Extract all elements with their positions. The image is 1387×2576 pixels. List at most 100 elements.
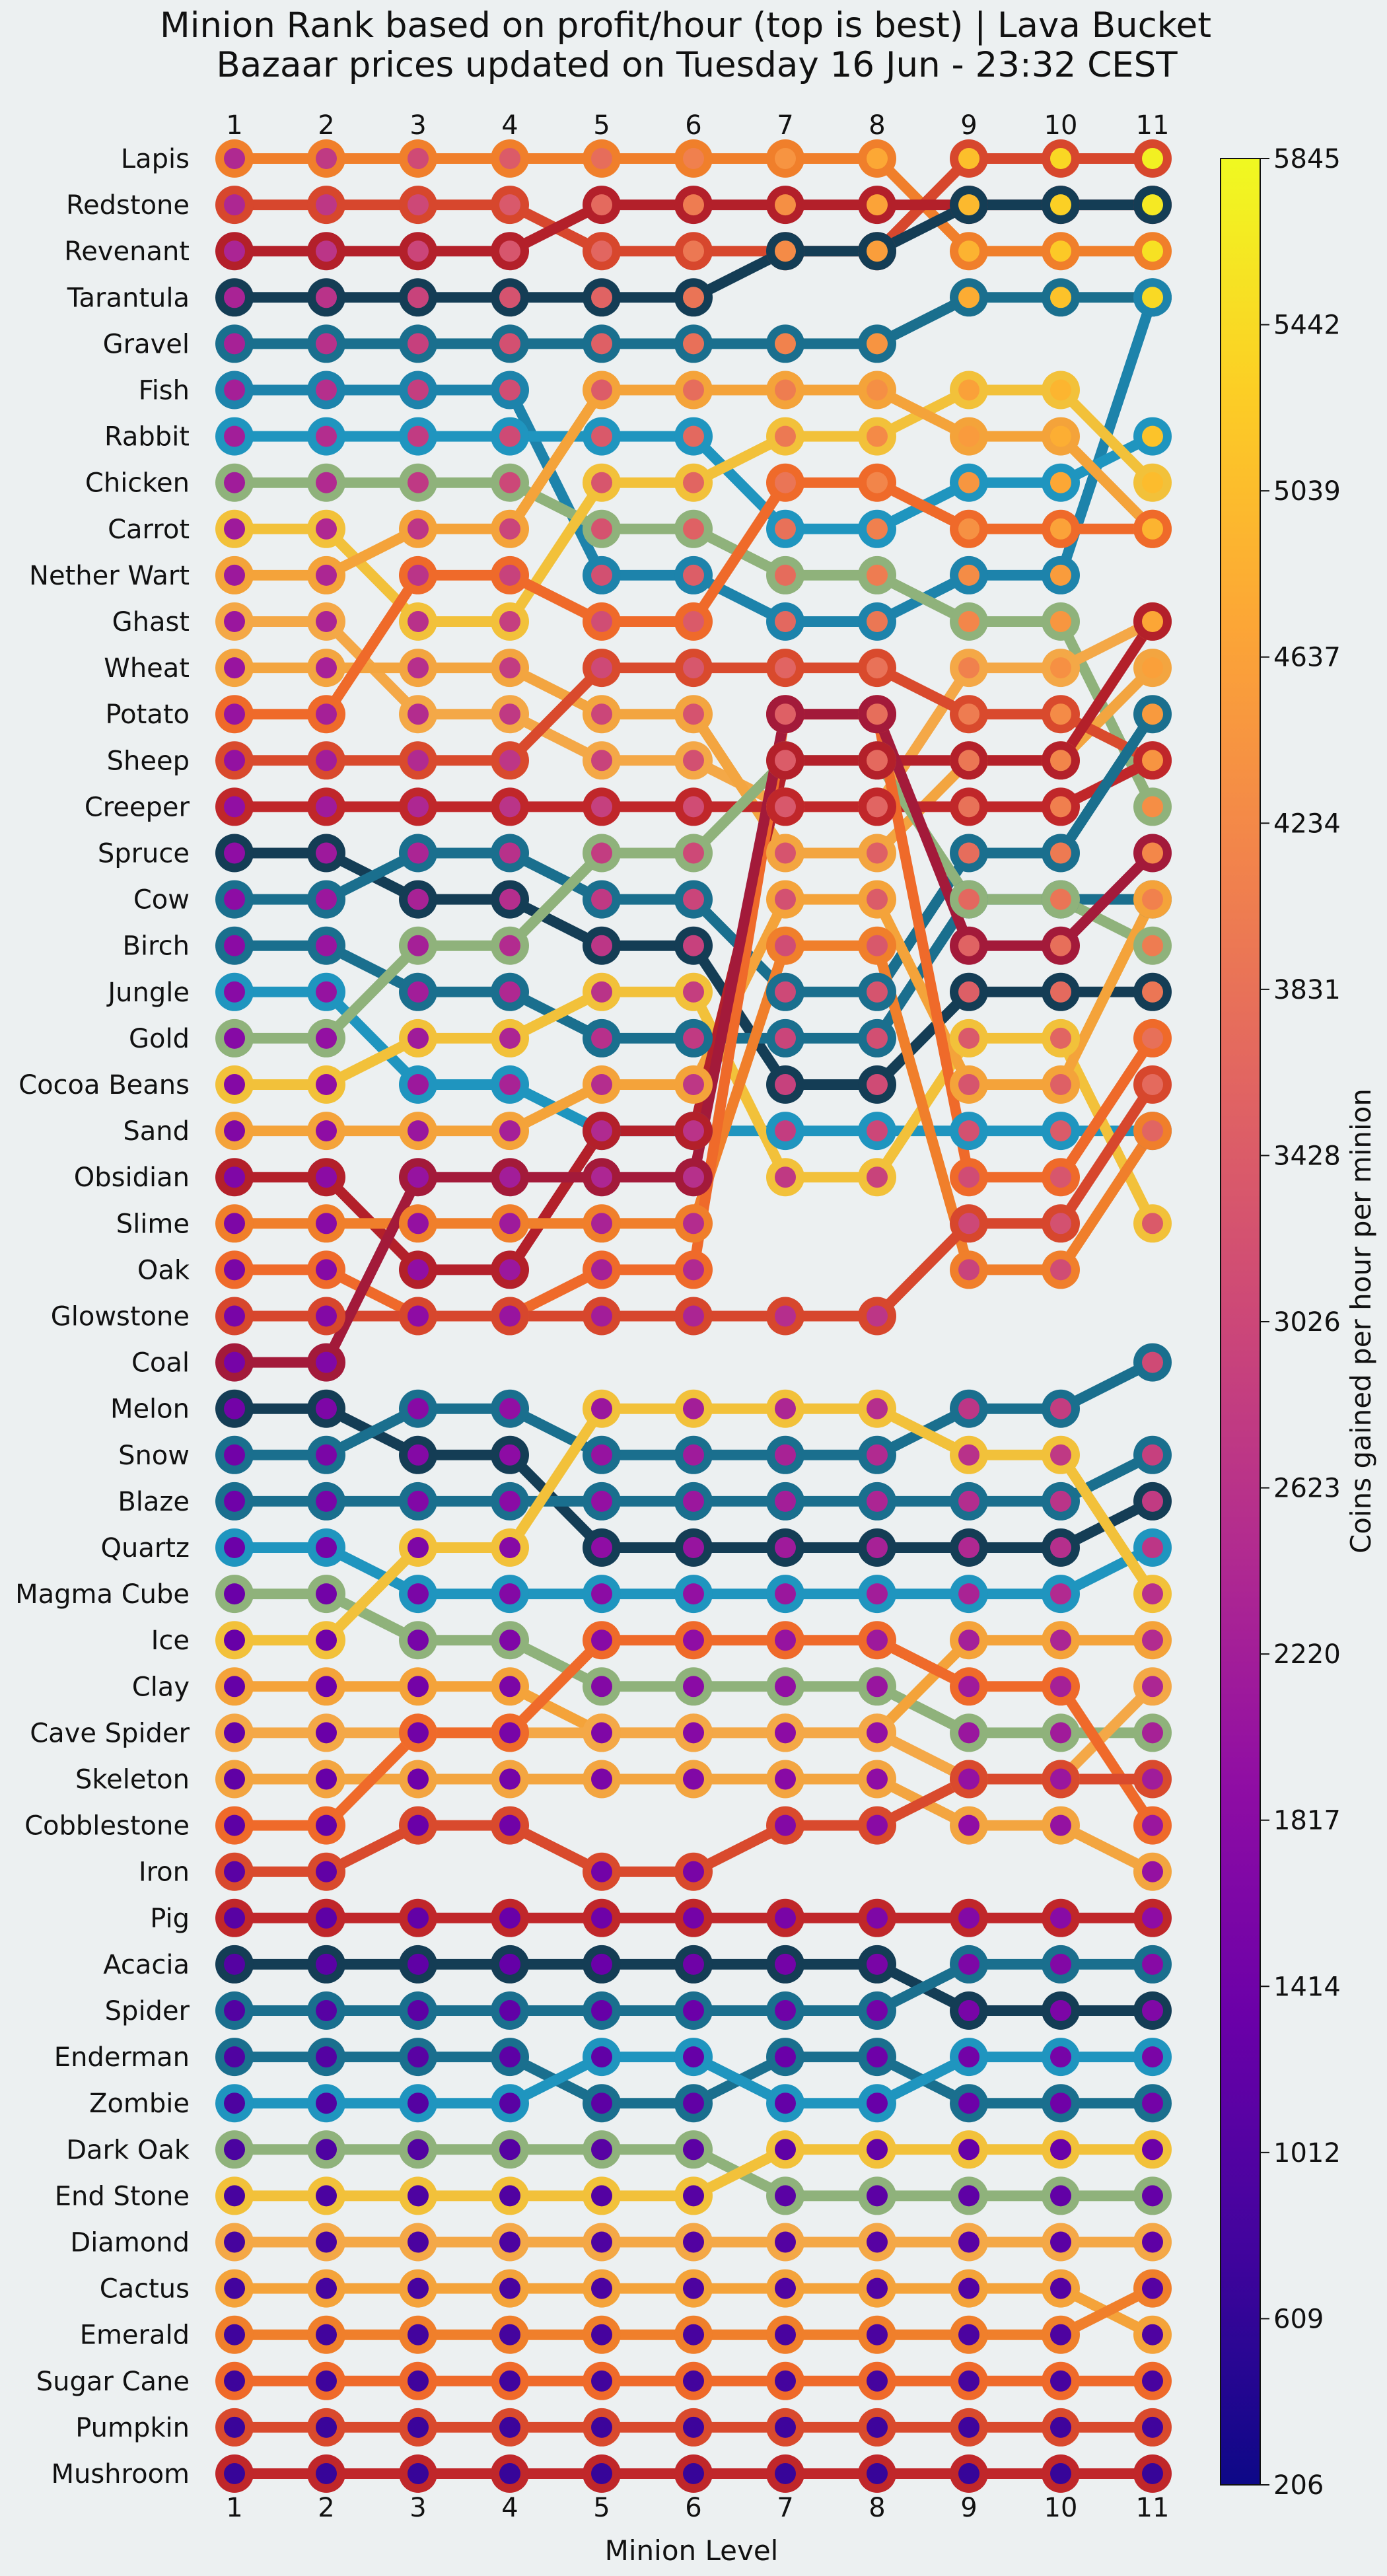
- series-marker-dot: [408, 750, 429, 771]
- series-marker-dot: [408, 703, 429, 725]
- series-marker-dot: [775, 611, 796, 632]
- series-marker-dot: [958, 1537, 979, 1558]
- series-marker-dot: [499, 2093, 520, 2114]
- series-marker-dot: [316, 1676, 337, 1698]
- series-marker-dot: [1142, 2416, 1163, 2438]
- series-marker-dot: [316, 2139, 337, 2161]
- series-marker-dot: [224, 935, 245, 956]
- series-marker-dot: [683, 2139, 704, 2161]
- series-marker-dot: [683, 611, 704, 632]
- series-marker-dot: [408, 1953, 429, 1975]
- series-marker-dot: [224, 2139, 245, 2161]
- series-marker-dot: [1142, 2324, 1163, 2345]
- series-marker-dot: [224, 2185, 245, 2207]
- series-marker-dot: [775, 981, 796, 1003]
- series-marker-dot: [958, 1490, 979, 1512]
- series-marker-dot: [775, 148, 796, 169]
- series-marker-dot: [591, 981, 612, 1003]
- series-marker-dot: [867, 379, 888, 401]
- series-marker-dot: [683, 1259, 704, 1281]
- series-marker-dot: [591, 2139, 612, 2161]
- series-marker-dot: [224, 148, 245, 169]
- series-marker-dot: [683, 2000, 704, 2021]
- series-marker-dot: [499, 194, 520, 216]
- series-marker-dot: [867, 1537, 888, 1558]
- series-marker-dot: [867, 1768, 888, 1790]
- series-marker-dot: [591, 1676, 612, 1698]
- series-marker-dot: [958, 1583, 979, 1605]
- series-marker-dot: [867, 518, 888, 540]
- chart-title-line-2: Bazaar prices updated on Tuesday 16 Jun …: [216, 45, 1178, 85]
- series-marker-dot: [224, 333, 245, 355]
- series-marker-dot: [958, 240, 979, 262]
- series-marker-dot: [1050, 2046, 1071, 2068]
- series-marker-dot: [591, 2000, 612, 2021]
- series-marker-dot: [683, 1074, 704, 1095]
- series-marker-dot: [775, 1722, 796, 1744]
- series-marker-dot: [1050, 1259, 1071, 1281]
- series-marker-dot: [408, 1259, 429, 1281]
- series-marker-dot: [867, 1629, 888, 1651]
- series-marker-dot: [316, 1861, 337, 1882]
- series-marker-dot: [958, 750, 979, 771]
- x-tick-top-2: 2: [318, 110, 334, 141]
- row-label: Nether Wart: [29, 561, 190, 591]
- series-marker-dot: [591, 287, 612, 308]
- series-marker-dot: [408, 1768, 429, 1790]
- series-marker-dot: [316, 1074, 337, 1095]
- series-marker-dot: [499, 2370, 520, 2392]
- series-marker-dot: [1050, 2370, 1071, 2392]
- series-marker-dot: [1142, 2277, 1163, 2299]
- colorbar-tick-label: 3831: [1273, 975, 1341, 1005]
- series-marker-dot: [775, 935, 796, 956]
- series-marker-dot: [408, 2416, 429, 2438]
- series-marker-dot: [224, 1722, 245, 1744]
- colorbar-tick-label: 2623: [1273, 1474, 1341, 1504]
- series-marker-dot: [1050, 425, 1071, 447]
- colorbar-tick-label: 206: [1273, 2470, 1324, 2501]
- series-marker-dot: [499, 1213, 520, 1234]
- series-marker-dot: [408, 935, 429, 956]
- series-marker-dot: [499, 148, 520, 169]
- series-marker-dot: [224, 1861, 245, 1882]
- series-marker-dot: [591, 2093, 612, 2114]
- series-marker-dot: [683, 240, 704, 262]
- row-label: Slime: [116, 1209, 190, 1239]
- series-marker-dot: [1050, 2416, 1071, 2438]
- series-marker-dot: [1050, 2277, 1071, 2299]
- series-marker-dot: [499, 333, 520, 355]
- series-marker-dot: [1050, 2000, 1071, 2021]
- x-tick-bottom-9: 9: [960, 2493, 977, 2523]
- series-marker-dot: [775, 750, 796, 771]
- row-label: Chicken: [85, 468, 190, 499]
- series-marker-dot: [316, 1953, 337, 1975]
- series-marker-dot: [408, 333, 429, 355]
- series-marker-dot: [591, 611, 612, 632]
- series-marker-dot: [1142, 2139, 1163, 2161]
- colorbar-tick-label: 3428: [1273, 1141, 1341, 1171]
- series-marker-dot: [499, 1629, 520, 1651]
- row-label: Redstone: [66, 190, 190, 221]
- series-marker-dot: [867, 1305, 888, 1327]
- series-marker-dot: [499, 611, 520, 632]
- series-marker-dot: [683, 2093, 704, 2114]
- series-marker-dot: [408, 1213, 429, 1234]
- series-marker-dot: [1050, 1722, 1071, 1744]
- series-marker-dot: [775, 1027, 796, 1049]
- series-marker-dot: [224, 194, 245, 216]
- series-marker-dot: [316, 1629, 337, 1651]
- series-marker-dot: [683, 148, 704, 169]
- series-marker-dot: [867, 1444, 888, 1466]
- series-marker-dot: [775, 657, 796, 679]
- series-marker-dot: [775, 2046, 796, 2068]
- series-marker-dot: [1050, 1027, 1071, 1049]
- series-marker-dot: [867, 564, 888, 586]
- row-label: Zombie: [89, 2089, 190, 2119]
- series-marker-dot: [224, 703, 245, 725]
- series-marker-dot: [958, 379, 979, 401]
- series-marker-dot: [775, 796, 796, 818]
- series-marker-dot: [1050, 518, 1071, 540]
- series-marker-dot: [1142, 240, 1163, 262]
- series-marker-dot: [499, 1722, 520, 1744]
- series-marker-dot: [867, 2277, 888, 2299]
